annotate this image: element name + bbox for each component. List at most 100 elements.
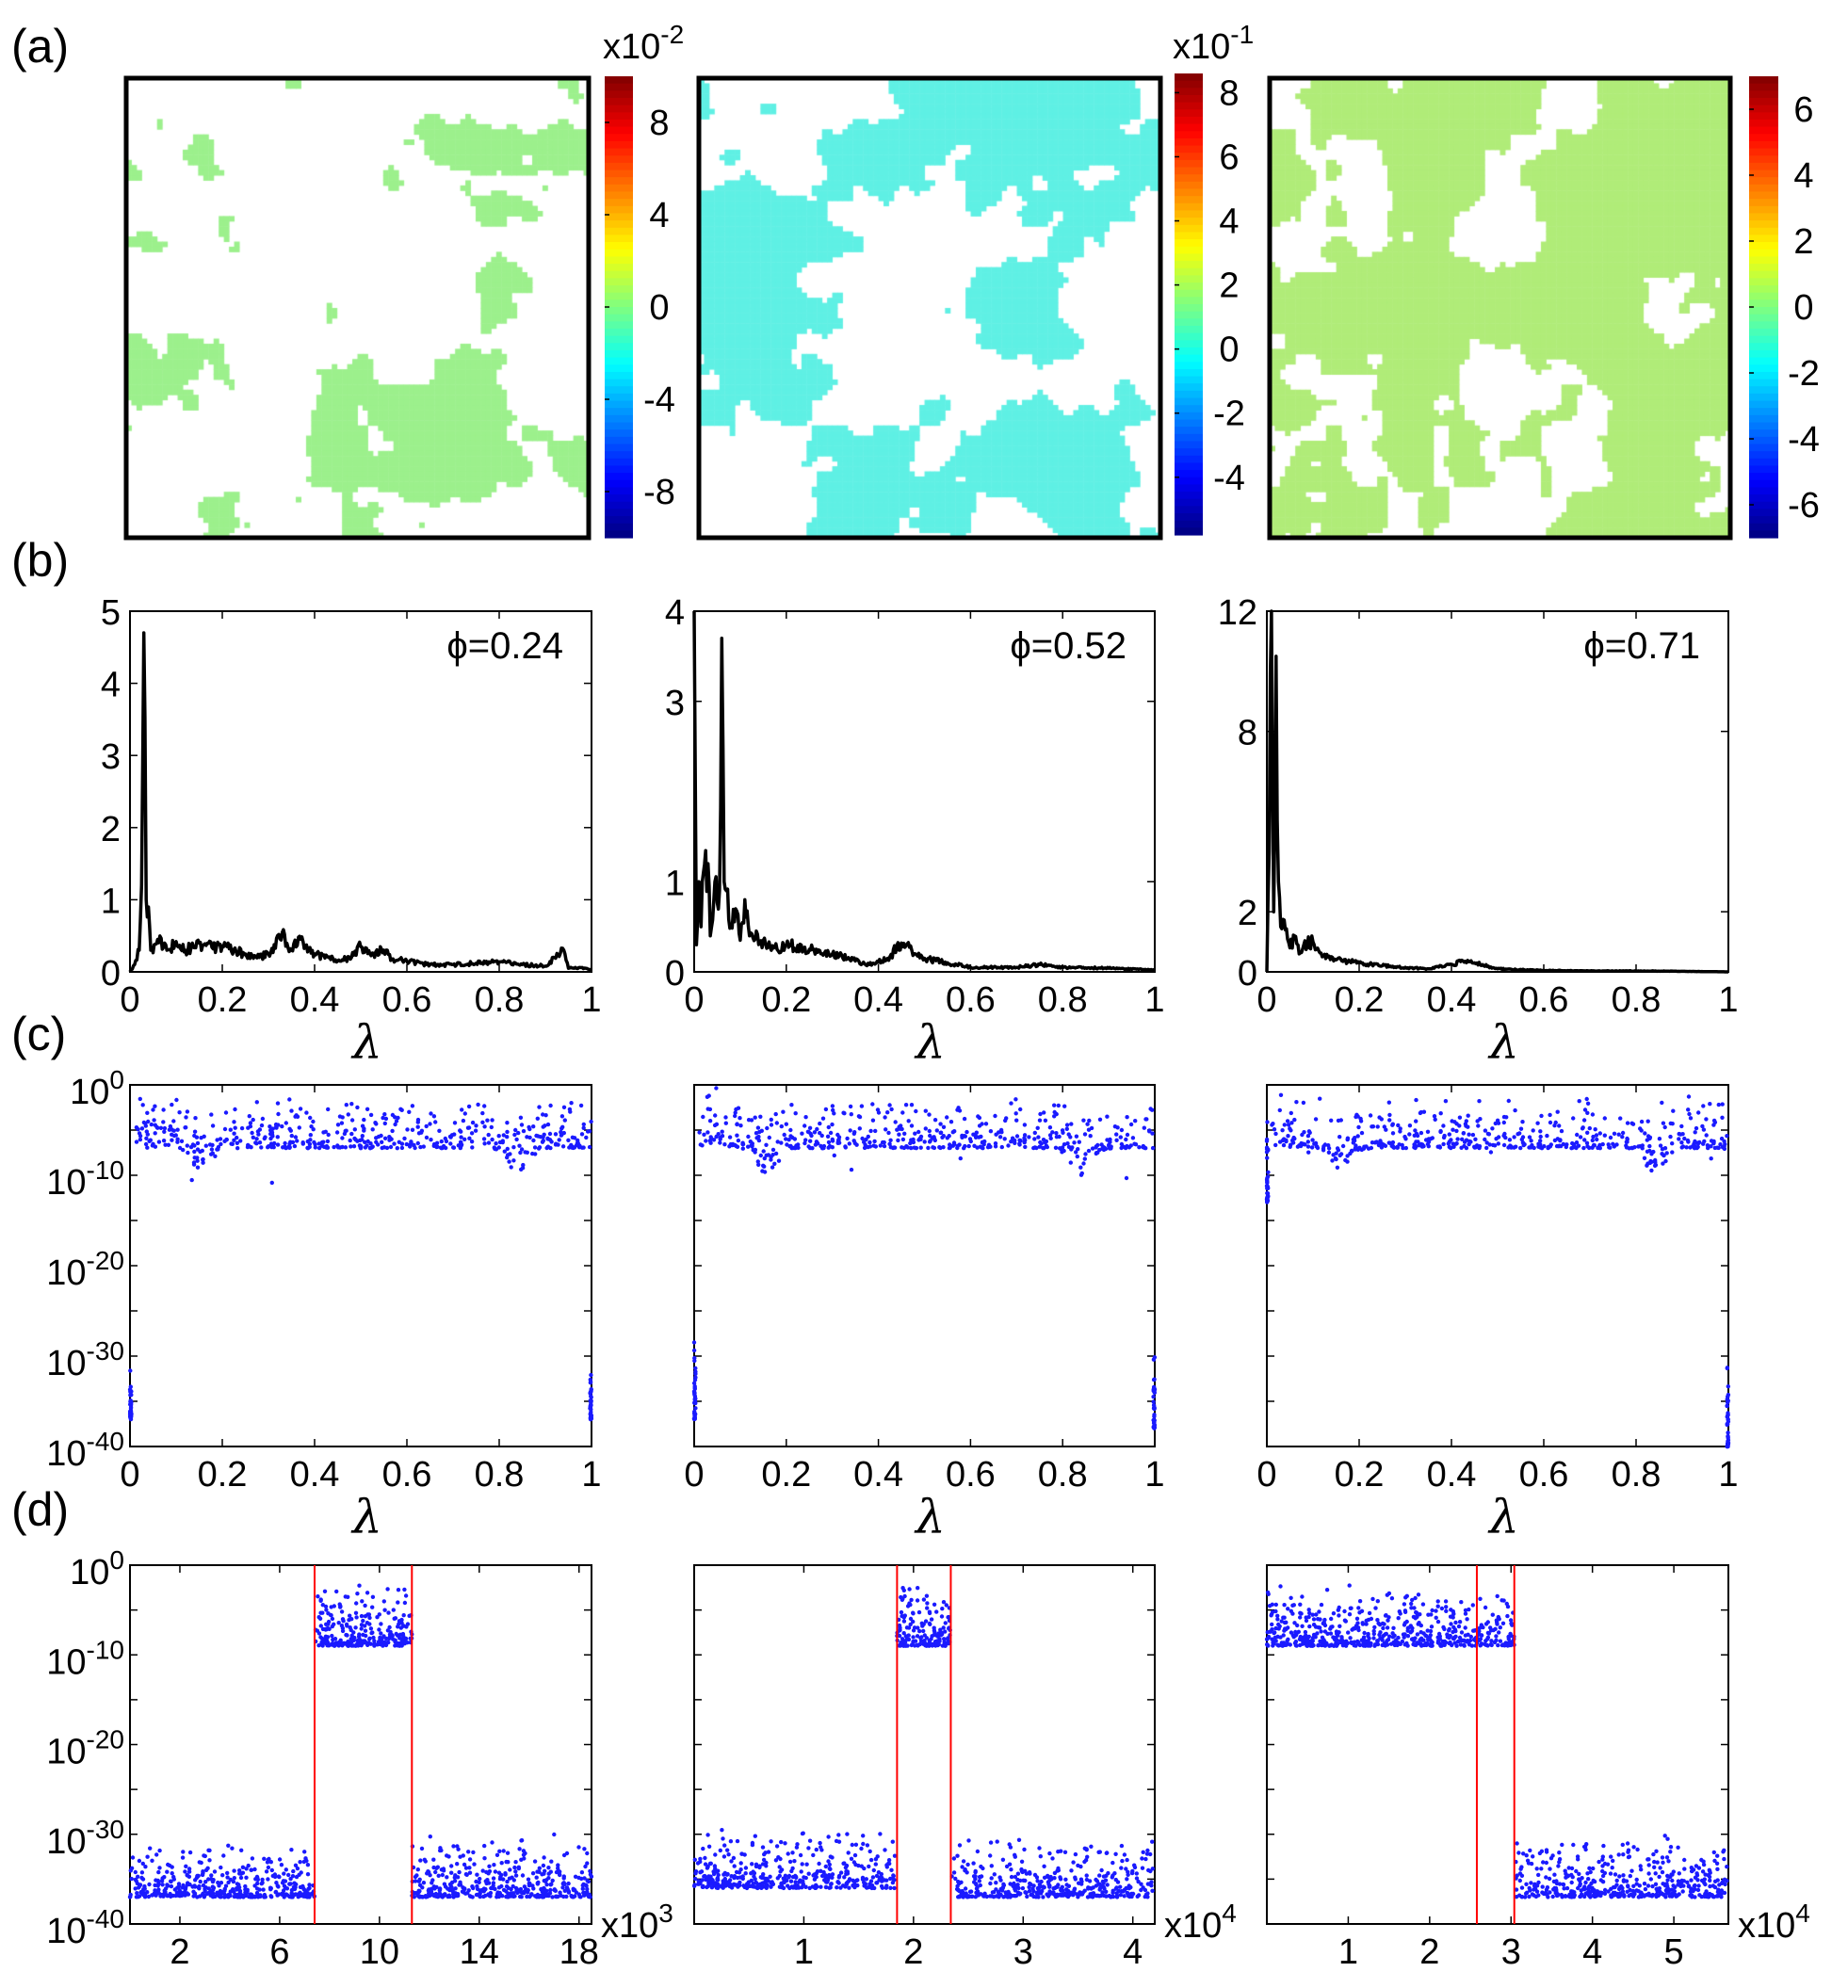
scatter-point bbox=[559, 1133, 564, 1138]
scatter-point bbox=[1060, 1892, 1064, 1897]
scatter-point bbox=[237, 1888, 243, 1894]
colorbar-segment bbox=[605, 444, 633, 452]
scatter-point bbox=[445, 1853, 449, 1858]
scatter-point bbox=[1114, 1885, 1119, 1890]
scatter-point bbox=[887, 1103, 892, 1107]
scatter-point bbox=[973, 1876, 978, 1882]
scatter-point bbox=[480, 1110, 485, 1116]
scatter-point bbox=[330, 1633, 334, 1639]
scatter-point bbox=[452, 1132, 457, 1137]
scatter-point bbox=[306, 1886, 311, 1892]
scatter-point bbox=[1585, 1101, 1591, 1107]
scatter-point bbox=[1076, 1893, 1080, 1899]
scatter-point bbox=[496, 1134, 501, 1139]
scatter-point bbox=[275, 1893, 280, 1898]
scatter-point bbox=[1418, 1110, 1423, 1116]
scatter-point bbox=[700, 1143, 705, 1148]
scatter-point bbox=[275, 1101, 281, 1106]
tick-base: 10 bbox=[46, 1733, 86, 1772]
scatter-point bbox=[318, 1635, 323, 1640]
scatter-point bbox=[1557, 1123, 1562, 1128]
scatter-point bbox=[790, 1851, 795, 1855]
scatter-point bbox=[375, 1615, 380, 1620]
scatter-point bbox=[884, 1878, 889, 1883]
scatter-point bbox=[888, 1145, 893, 1150]
tick-base: 10 bbox=[46, 1642, 86, 1682]
scatter-point bbox=[762, 1156, 767, 1161]
scatter-point bbox=[1142, 1125, 1147, 1130]
x-tick-label: 1 bbox=[1718, 980, 1738, 1020]
scatter-point bbox=[360, 1599, 365, 1604]
scatter-point bbox=[379, 1622, 383, 1626]
scatter-point bbox=[1457, 1635, 1463, 1641]
scatter-point bbox=[1152, 1406, 1157, 1412]
scatter-point bbox=[1608, 1135, 1613, 1140]
scatter-point bbox=[1139, 1882, 1143, 1886]
scatter-point bbox=[520, 1166, 526, 1171]
scatter-point bbox=[433, 1869, 438, 1875]
scatter-point bbox=[300, 1892, 304, 1897]
scatter-point bbox=[584, 1883, 589, 1888]
scatter-point bbox=[482, 1104, 487, 1108]
scatter-point bbox=[1328, 1631, 1334, 1636]
scatter-point bbox=[1335, 1638, 1339, 1643]
colorbar-segment bbox=[1749, 400, 1778, 409]
scatter-point bbox=[1052, 1876, 1057, 1881]
scatter-point bbox=[460, 1889, 465, 1894]
colorbar-multiplier: x10-1 bbox=[1173, 20, 1254, 67]
scatter-point bbox=[1074, 1134, 1079, 1139]
scatter-point bbox=[732, 1875, 737, 1881]
scatter-point bbox=[349, 1131, 354, 1137]
scatter-point bbox=[393, 1115, 397, 1120]
x-tick-label: 0.2 bbox=[1335, 980, 1385, 1020]
scatter-point bbox=[1273, 1608, 1278, 1614]
scatter-point bbox=[1148, 1851, 1153, 1857]
scatter-point bbox=[1719, 1136, 1725, 1141]
scatter-point bbox=[786, 1875, 791, 1880]
scatter-point bbox=[691, 1381, 697, 1386]
scatter-point bbox=[1420, 1602, 1426, 1607]
scatter-point bbox=[489, 1124, 494, 1130]
scatter-point bbox=[1418, 1130, 1424, 1136]
scatter-point bbox=[475, 1872, 479, 1877]
scatter-point bbox=[1451, 1614, 1455, 1619]
scatter-point bbox=[145, 1110, 150, 1116]
scatter-point bbox=[360, 1123, 365, 1128]
scatter-point bbox=[153, 1104, 157, 1108]
scatter-point bbox=[1126, 1891, 1130, 1896]
scatter-point bbox=[851, 1883, 855, 1888]
scatter-point bbox=[728, 1839, 734, 1844]
scatter-point bbox=[326, 1641, 331, 1645]
scatter-point bbox=[751, 1148, 755, 1153]
scatter-point bbox=[1686, 1094, 1692, 1099]
scatter-point bbox=[305, 1146, 311, 1151]
colorbar-segment bbox=[1175, 318, 1203, 327]
scatter-point bbox=[377, 1627, 381, 1632]
scatter-point bbox=[355, 1139, 360, 1143]
scatter-point bbox=[791, 1884, 796, 1890]
scatter-point bbox=[181, 1147, 186, 1153]
scatter-point bbox=[1113, 1877, 1119, 1883]
scatter-point bbox=[1356, 1606, 1361, 1610]
scatter-point bbox=[455, 1862, 460, 1867]
scatter-point bbox=[989, 1876, 994, 1881]
scatter-point bbox=[770, 1165, 775, 1170]
scatter-point bbox=[1081, 1161, 1086, 1166]
scatter-point bbox=[1484, 1145, 1489, 1151]
scatter-point bbox=[746, 1134, 751, 1139]
x-tick-label: 3 bbox=[1013, 1932, 1033, 1972]
colorbar-segment bbox=[605, 170, 633, 178]
scatter-point bbox=[583, 1864, 588, 1869]
scatter-point bbox=[691, 1348, 697, 1353]
scatter-point bbox=[289, 1848, 294, 1852]
scatter-point bbox=[195, 1165, 201, 1170]
y-tick-label: 8 bbox=[1238, 714, 1257, 753]
scatter-point bbox=[932, 1118, 938, 1123]
scatter-point bbox=[976, 1114, 981, 1119]
y-tick-label: 10-40 bbox=[46, 1427, 124, 1474]
scatter-point bbox=[520, 1873, 526, 1878]
scatter-point bbox=[510, 1875, 514, 1880]
colorbar-segment bbox=[1175, 405, 1203, 413]
scatter-point bbox=[1002, 1137, 1007, 1141]
axes-frame bbox=[129, 1564, 592, 1925]
